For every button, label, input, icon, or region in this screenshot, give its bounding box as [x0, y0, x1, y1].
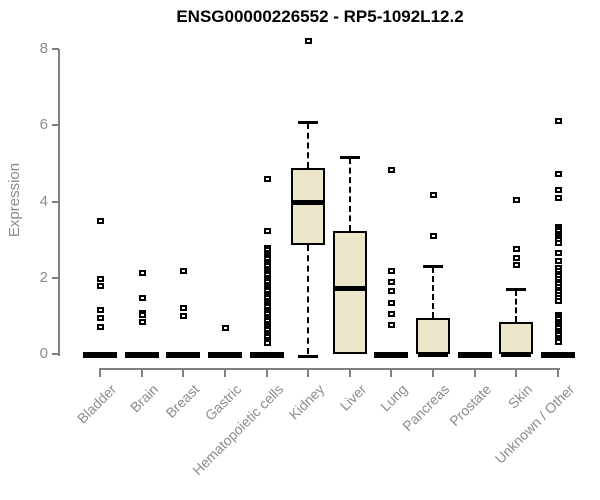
- x-tick: [182, 370, 185, 377]
- outlier-point: [180, 305, 188, 312]
- collapsed-box: [457, 352, 492, 358]
- median-line: [501, 352, 532, 357]
- outlier-point: [388, 322, 396, 329]
- upper-whisker: [307, 122, 310, 169]
- lower-whisker-cap: [298, 355, 319, 358]
- y-tick: [52, 276, 59, 279]
- outlier-point: [263, 176, 271, 182]
- x-tick: [140, 370, 143, 377]
- outlier-point: [221, 325, 229, 332]
- lower-whisker: [307, 244, 310, 354]
- outlier-point: [97, 323, 104, 330]
- y-tick-label: 2: [39, 268, 48, 286]
- x-tick: [223, 370, 226, 377]
- chart-title: ENSG00000226552 - RP5-1092L12.2: [176, 7, 464, 26]
- outlier-point: [555, 186, 563, 193]
- median-line: [293, 199, 324, 205]
- outlier-point: [513, 196, 521, 203]
- box: [291, 168, 326, 245]
- y-tick: [52, 124, 59, 127]
- collapsed-box: [124, 352, 159, 358]
- outlier-point: [388, 278, 396, 285]
- x-tick: [432, 370, 435, 377]
- upper-whisker: [432, 267, 435, 318]
- x-tick: [99, 370, 101, 377]
- x-tick: [515, 370, 518, 377]
- box: [499, 321, 534, 354]
- upper-whisker: [348, 158, 351, 231]
- outlier-point: [138, 318, 146, 325]
- outlier-point: [555, 239, 563, 246]
- upper-whisker-cap: [423, 265, 444, 269]
- box: [332, 230, 367, 354]
- collapsed-box: [166, 352, 201, 358]
- outlier-point: [180, 267, 188, 274]
- median-line: [334, 286, 365, 292]
- outlier-point: [513, 261, 521, 268]
- y-tick: [52, 200, 59, 203]
- outlier-point: [555, 249, 563, 256]
- collapsed-box: [207, 352, 242, 358]
- outlier-point: [97, 315, 104, 322]
- outlier-point: [388, 267, 396, 274]
- y-tick-label: 6: [39, 116, 48, 134]
- outlier-point: [555, 118, 563, 125]
- outlier-point: [513, 246, 521, 253]
- y-tick: [52, 48, 59, 50]
- y-tick-label: 4: [39, 192, 48, 210]
- outlier-point: [263, 227, 271, 234]
- collapsed-box: [541, 352, 576, 358]
- outlier-point: [138, 312, 146, 319]
- outlier-point: [388, 166, 396, 173]
- outlier-point: [97, 275, 104, 282]
- y-tick-label: 8: [39, 40, 48, 57]
- outlier-point: [555, 258, 563, 265]
- outlier-point: [555, 339, 563, 346]
- y-axis-line: [58, 49, 60, 356]
- outlier-point: [305, 38, 313, 45]
- upper-whisker-cap: [506, 287, 527, 291]
- x-tick: [557, 370, 560, 377]
- outlier-point: [430, 232, 438, 239]
- x-tick: [473, 370, 476, 377]
- outlier-point: [555, 297, 563, 304]
- outlier-point: [555, 194, 563, 201]
- x-tick: [348, 370, 351, 377]
- y-tick: [52, 353, 59, 355]
- outlier-point: [138, 294, 146, 301]
- outlier-point: [97, 218, 104, 225]
- outlier-point: [513, 255, 521, 262]
- collapsed-box: [374, 352, 409, 358]
- collapsed-box: [249, 352, 284, 358]
- outlier-point: [97, 306, 104, 313]
- collapsed-box: [83, 352, 117, 358]
- outlier-point: [180, 313, 188, 320]
- outlier-point: [430, 192, 438, 199]
- outlier-point: [388, 288, 396, 295]
- upper-whisker: [515, 289, 518, 322]
- y-tick-label: 0: [39, 345, 48, 362]
- upper-whisker-cap: [339, 156, 360, 160]
- upper-whisker-cap: [298, 120, 319, 124]
- box: [416, 317, 451, 354]
- outlier-point: [388, 310, 396, 317]
- outlier-point: [138, 270, 146, 277]
- x-tick: [265, 370, 268, 377]
- outlier-point: [555, 171, 563, 178]
- outlier-point: [263, 339, 271, 346]
- x-tick: [307, 370, 310, 377]
- x-axis-line: [99, 368, 561, 370]
- outlier-point: [97, 282, 104, 289]
- median-line: [418, 352, 449, 357]
- x-tick: [390, 370, 393, 377]
- outlier-point: [388, 299, 396, 306]
